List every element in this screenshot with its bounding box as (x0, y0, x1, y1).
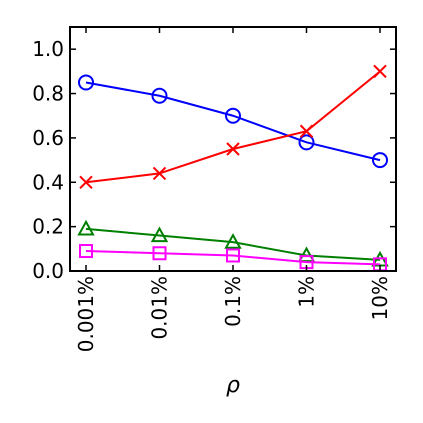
x-tick-label: 0.001% (74, 276, 98, 352)
data-point-triangle (77, 219, 95, 236)
y-tick-label: 0.4 (32, 170, 64, 194)
data-point-triangle (297, 246, 316, 263)
y-tick-label: 1.0 (32, 37, 64, 61)
data-point-square (79, 244, 93, 259)
y-tick-label: 0.6 (32, 126, 64, 150)
y-tick-label: 0.2 (32, 215, 64, 239)
data-point-triangle (150, 226, 169, 243)
data-point-circle (225, 107, 241, 124)
series-layer (77, 64, 389, 272)
y-tick-label: 0.8 (32, 82, 64, 106)
data-point-x (226, 142, 240, 156)
x-tick-label: 1% (295, 276, 319, 308)
data-point-square (226, 248, 240, 263)
x-tick-label: 10% (368, 276, 392, 320)
data-point-circle (298, 134, 315, 151)
x-tick-label: 0.01% (148, 276, 172, 340)
series-line (85, 250, 381, 266)
series-circle (78, 74, 388, 169)
data-point-x (152, 166, 167, 181)
data-point-circle (372, 152, 388, 169)
series-line (85, 81, 381, 162)
series-triangle (77, 219, 389, 267)
series-x (79, 64, 387, 189)
y-tick-label: 0.0 (32, 259, 64, 283)
data-point-x (79, 175, 93, 189)
y-axis: 0.0 0.2 0.4 0.6 0.8 1.0 (32, 37, 396, 283)
series-line (85, 70, 381, 184)
series-line (85, 227, 381, 261)
x-axis-label: ρ (226, 373, 240, 398)
data-point-circle (151, 87, 168, 104)
data-point-circle (78, 74, 94, 91)
x-axis: 0.001% 0.01% 0.1% 1% 10% (74, 27, 392, 352)
x-tick-label: 0.1% (221, 276, 245, 327)
data-point-triangle (224, 233, 242, 249)
data-point-x (373, 64, 387, 79)
series-square (79, 244, 387, 272)
data-point-square (152, 246, 167, 261)
data-point-x (299, 124, 314, 138)
